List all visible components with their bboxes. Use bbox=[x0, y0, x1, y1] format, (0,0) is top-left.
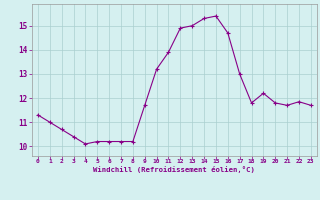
X-axis label: Windchill (Refroidissement éolien,°C): Windchill (Refroidissement éolien,°C) bbox=[93, 166, 255, 173]
